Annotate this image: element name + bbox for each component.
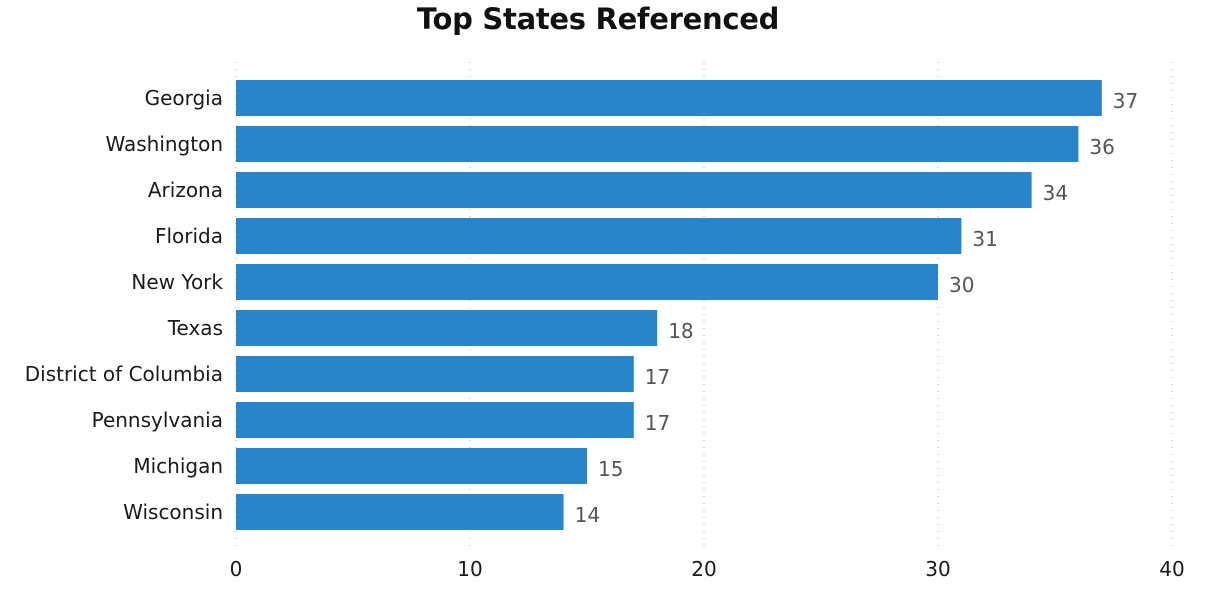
- value-labels: 37 36 34 31 30 18 17 17 15 14: [575, 89, 1139, 527]
- x-axis-ticks: 0 10 20 30 40: [230, 557, 1185, 581]
- bar-wisconsin: [236, 494, 564, 530]
- value-label-arizona: 34: [1043, 181, 1068, 205]
- category-label-georgia: Georgia: [145, 86, 223, 110]
- bar-texas: [236, 310, 658, 346]
- x-tick-label-30: 30: [925, 557, 950, 581]
- value-label-texas: 18: [668, 319, 693, 343]
- category-label-washington: Washington: [105, 132, 223, 156]
- value-label-pennsylvania: 17: [645, 411, 670, 435]
- x-tick-label-40: 40: [1159, 557, 1184, 581]
- x-tick-label-10: 10: [457, 557, 482, 581]
- category-label-pennsylvania: Pennsylvania: [92, 408, 223, 432]
- value-label-florida: 31: [972, 227, 997, 251]
- value-label-michigan: 15: [598, 457, 623, 481]
- bars: [236, 80, 1102, 530]
- chart-title: Top States Referenced: [416, 2, 780, 36]
- bar-michigan: [236, 448, 587, 484]
- category-label-new-york: New York: [131, 270, 223, 294]
- bar-district-of-columbia: [236, 356, 634, 392]
- bar-georgia: [236, 80, 1102, 116]
- x-tick-label-0: 0: [230, 557, 243, 581]
- category-label-wisconsin: Wisconsin: [123, 500, 223, 524]
- value-label-wisconsin: 14: [575, 503, 600, 527]
- value-label-new-york: 30: [949, 273, 974, 297]
- category-labels: Georgia Washington Arizona Florida New York T…: [25, 86, 224, 524]
- value-label-washington: 36: [1089, 135, 1114, 159]
- category-label-michigan: Michigan: [133, 454, 223, 478]
- bar-pennsylvania: [236, 402, 634, 438]
- bar-florida: [236, 218, 962, 254]
- x-tick-label-20: 20: [691, 557, 716, 581]
- bar-new-york: [236, 264, 938, 300]
- category-label-arizona: Arizona: [148, 178, 223, 202]
- value-label-georgia: 37: [1113, 89, 1138, 113]
- category-label-texas: Texas: [167, 316, 223, 340]
- bar-arizona: [236, 172, 1032, 208]
- category-label-florida: Florida: [155, 224, 223, 248]
- bar-washington: [236, 126, 1079, 162]
- value-label-district-of-columbia: 17: [645, 365, 670, 389]
- category-label-district-of-columbia: District of Columbia: [25, 362, 223, 386]
